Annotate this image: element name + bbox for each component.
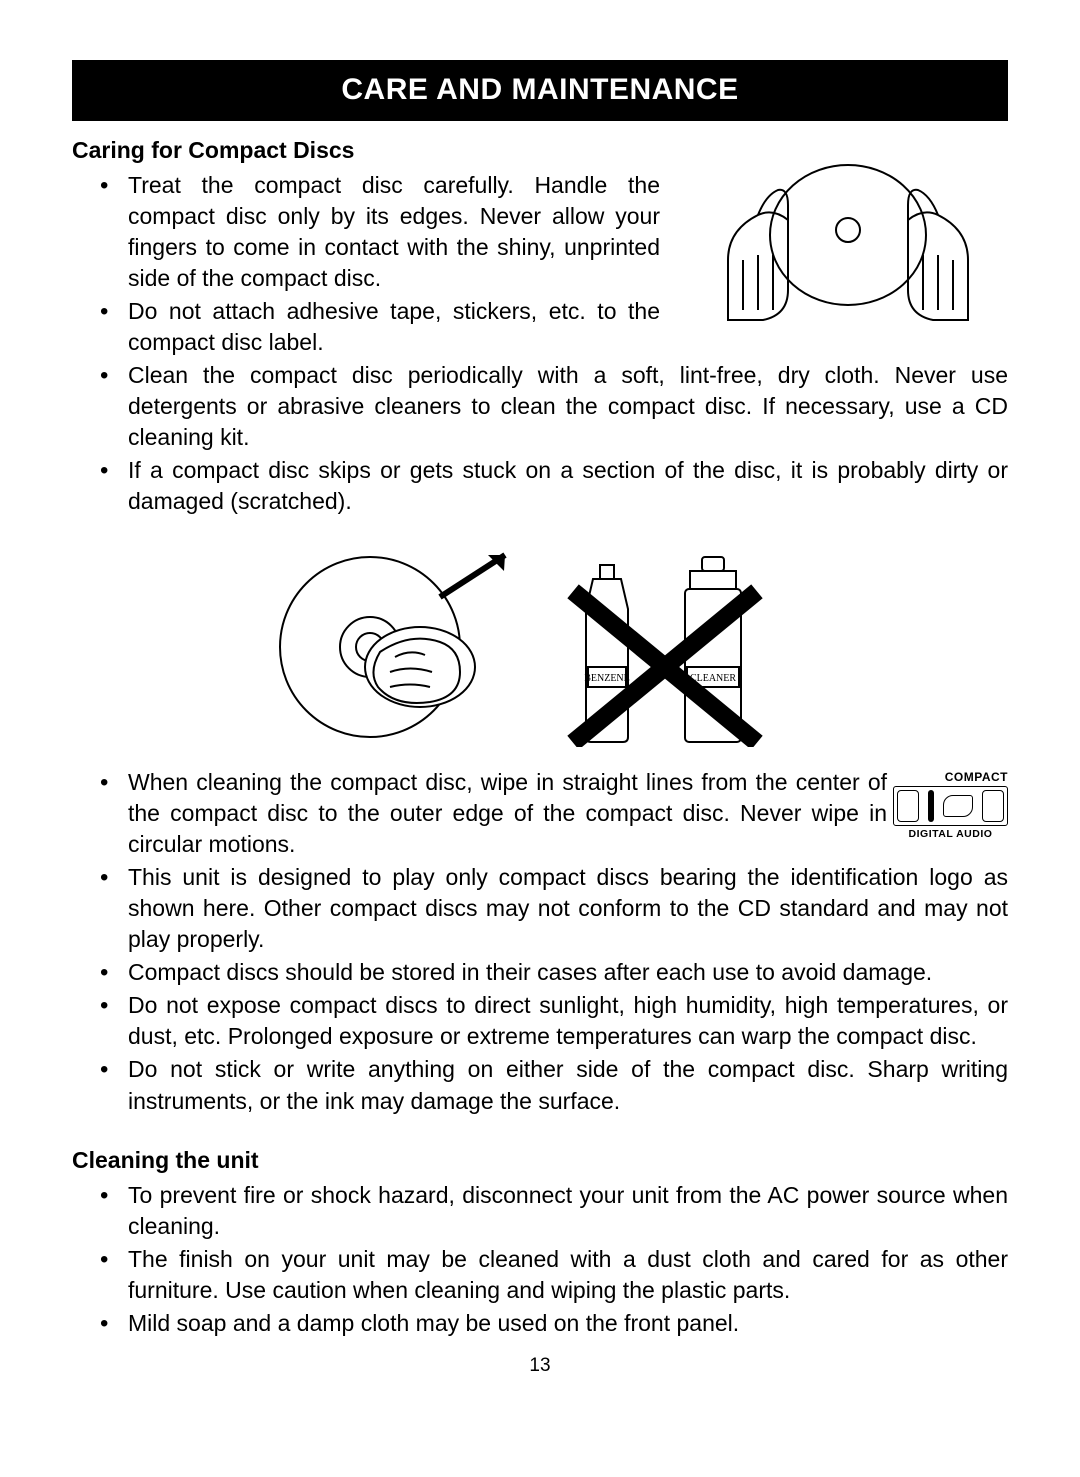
list-item-text: When cleaning the compact disc, wipe in … [128, 769, 887, 857]
caring-list-bottom: COMPACT DIGITAL AUDIO When cleaning the … [72, 767, 1008, 1117]
list-item: COMPACT DIGITAL AUDIO When cleaning the … [100, 767, 1008, 860]
svg-text:BENZENE: BENZENE [584, 673, 630, 684]
section-caring: Caring for Compact Discs Trea [72, 135, 1008, 1117]
page-number: 13 [72, 1353, 1008, 1379]
list-item: Mild soap and a damp cloth may be used o… [100, 1308, 1008, 1339]
list-item: If a compact disc skips or gets stuck on… [100, 455, 1008, 517]
list-item: Treat the compact disc carefully. Handle… [100, 170, 660, 294]
list-item: To prevent fire or shock hazard, disconn… [100, 1180, 1008, 1242]
list-item: Do not attach adhesive tape, stickers, e… [100, 296, 660, 358]
cd-logo-disc-word [893, 786, 1008, 826]
compact-disc-logo: COMPACT DIGITAL AUDIO [893, 769, 1008, 839]
list-item: Do not stick or write anything on either… [100, 1054, 1008, 1116]
cleaning-illustration: BENZENE CLEANER [260, 537, 820, 747]
top-block: Treat the compact disc carefully. Handle… [72, 170, 1008, 518]
list-item: This unit is designed to play only compa… [100, 862, 1008, 955]
hands-holding-disc-illustration [688, 160, 1008, 330]
cd-logo-bottom-text: DIGITAL AUDIO [893, 827, 1008, 841]
list-item: Compact discs should be stored in their … [100, 957, 1008, 988]
section-title-cleaning: Cleaning the unit [72, 1145, 1008, 1176]
cd-logo-top-text: COMPACT [893, 769, 1008, 785]
section-cleaning-unit: Cleaning the unit To prevent fire or sho… [72, 1145, 1008, 1339]
cleaning-list: To prevent fire or shock hazard, disconn… [72, 1180, 1008, 1339]
list-item: Do not expose compact discs to direct su… [100, 990, 1008, 1052]
list-item: Clean the compact disc periodically with… [100, 360, 1008, 453]
page-header-bar: CARE AND MAINTENANCE [72, 60, 1008, 121]
list-item: The finish on your unit may be cleaned w… [100, 1244, 1008, 1306]
